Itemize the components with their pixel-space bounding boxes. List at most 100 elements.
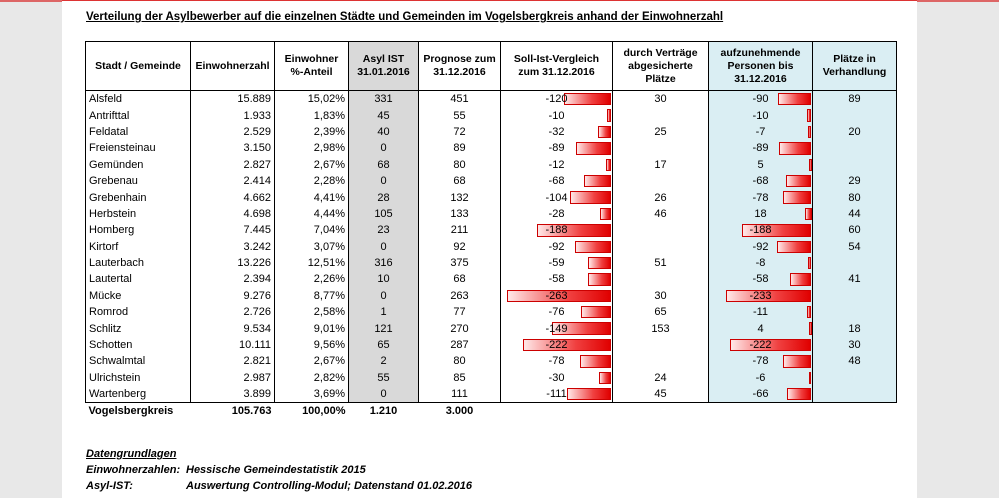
data-bar <box>783 191 811 204</box>
cell-soll-ist: -10 <box>500 107 613 124</box>
header-negotiation: Plätze in Verhandlung <box>812 41 897 91</box>
total-row: Vogelsbergkreis 105.763 100,00% 1.210 3.… <box>86 403 897 420</box>
cell-value: -78 <box>752 191 769 204</box>
data-bar <box>787 388 811 401</box>
cell-asyl-ist: 121 <box>348 320 419 337</box>
data-bar <box>808 256 811 270</box>
data-bar <box>808 125 811 139</box>
cell-asyl-ist: 68 <box>348 156 419 173</box>
cell-negotiation <box>812 304 897 321</box>
cell-city: Feldatal <box>85 123 191 141</box>
table-row: Gemünden 2.827 2,67% 68 80 -12 17 5 <box>85 156 897 173</box>
cell-asyl-ist: 23 <box>348 222 419 239</box>
data-bar <box>564 93 611 106</box>
cell-negotiation: 20 <box>812 123 897 141</box>
cell-city: Schotten <box>85 336 191 354</box>
document-sheet: Verteilung der Asylbewerber auf die einz… <box>62 0 917 498</box>
cell-value: -89 <box>548 142 565 155</box>
cell-soll-ist: -28 <box>500 205 613 223</box>
cell-value: -30 <box>548 371 565 384</box>
cell-negotiation: 30 <box>812 336 897 354</box>
cell-share: 4,44% <box>274 205 349 223</box>
cell-prognose: 80 <box>418 353 501 370</box>
cell-city: Herbstein <box>85 205 191 223</box>
cell-prognose: 77 <box>418 304 501 321</box>
header-asyl-ist: Asyl IST 31.01.2016 <box>348 41 419 91</box>
header-population: Einwohnerzahl <box>190 41 275 91</box>
cell-city: Alsfeld <box>85 90 191 108</box>
data-bar <box>742 224 811 237</box>
data-bar <box>552 322 611 335</box>
cell-value: -92 <box>752 240 769 253</box>
data-bar <box>523 338 611 352</box>
cell-prognose: 68 <box>418 172 501 190</box>
cell-share: 3,69% <box>274 386 349 404</box>
cell-prognose: 68 <box>418 271 501 288</box>
cell-share: 9,56% <box>274 336 349 354</box>
cell-asyl-ist: 65 <box>348 336 419 354</box>
cell-contracts: 17 <box>612 156 709 173</box>
cell-to-admit: -58 <box>708 271 813 288</box>
cell-prognose: 263 <box>418 287 501 305</box>
cell-soll-ist: -78 <box>500 353 613 370</box>
cell-soll-ist: -263 <box>500 287 613 305</box>
table-row: Lauterbach 13.226 12,51% 316 375 -59 51 -8 <box>85 254 897 272</box>
cell-value: -92 <box>548 240 565 253</box>
cell-share: 3,07% <box>274 238 349 255</box>
cell-value: -11 <box>752 306 769 319</box>
cell-share: 2,28% <box>274 172 349 190</box>
data-bar <box>779 142 811 155</box>
cell-prognose: 133 <box>418 205 501 223</box>
cell-value: 18 <box>754 207 767 220</box>
cell-soll-ist: -104 <box>500 189 613 206</box>
table-row: Grebenau 2.414 2,28% 0 68 -68 -68 29 <box>85 172 897 190</box>
data-bar <box>599 371 611 385</box>
cell-value: -68 <box>752 175 769 188</box>
cell-value: 4 <box>757 322 764 335</box>
cell-value: -32 <box>548 125 565 138</box>
data-bar <box>507 289 611 303</box>
cell-value: -58 <box>752 273 769 286</box>
cell-city: Ulrichstein <box>85 369 191 387</box>
cell-to-admit: 5 <box>708 156 813 173</box>
cell-asyl-ist: 2 <box>348 353 419 370</box>
cell-prognose: 89 <box>418 140 501 157</box>
cell-to-admit: -90 <box>708 90 813 108</box>
total-name: Vogelsbergkreis <box>88 405 174 418</box>
cell-city: Lauterbach <box>85 254 191 272</box>
source-row: Einwohnerzahlen: Hessische Gemeindestati… <box>86 464 366 476</box>
cell-negotiation <box>812 386 897 404</box>
data-bar <box>726 289 811 303</box>
cell-share: 8,77% <box>274 287 349 305</box>
cell-city: Gemünden <box>85 156 191 173</box>
header-to-admit: aufzunehmende Personen bis 31.12.2016 <box>708 41 813 91</box>
cell-soll-ist: -32 <box>500 123 613 141</box>
total-population: 105.763 <box>231 405 272 418</box>
cell-contracts <box>612 107 709 124</box>
distribution-table: Stadt / Gemeinde Einwohnerzahl Einwohner… <box>85 41 897 419</box>
data-bar <box>588 256 611 270</box>
header-share: Einwohner %-Anteil <box>274 41 349 91</box>
data-bar <box>790 273 811 286</box>
cell-population: 4.698 <box>190 205 275 223</box>
cell-to-admit: -7 <box>708 123 813 141</box>
data-bar <box>576 142 611 155</box>
cell-prognose: 270 <box>418 320 501 337</box>
data-bar <box>606 158 611 171</box>
cell-contracts: 30 <box>612 287 709 305</box>
cell-contracts <box>612 140 709 157</box>
top-accent-right <box>917 0 999 2</box>
table-row: Freiensteinau 3.150 2,98% 0 89 -89 -89 <box>85 140 897 157</box>
cell-soll-ist: -149 <box>500 320 613 337</box>
cell-city: Kirtorf <box>85 238 191 255</box>
cell-population: 3.899 <box>190 386 275 404</box>
cell-value: 5 <box>757 158 764 171</box>
cell-population: 2.726 <box>190 304 275 321</box>
cell-city: Schwalmtal <box>85 353 191 370</box>
cell-value: -263 <box>545 289 568 302</box>
cell-value: -10 <box>548 109 565 122</box>
cell-value: -89 <box>752 142 769 155</box>
cell-asyl-ist: 0 <box>348 386 419 404</box>
cell-soll-ist: -120 <box>500 90 613 108</box>
table-row: Romrod 2.726 2,58% 1 77 -76 65 -11 <box>85 304 897 321</box>
